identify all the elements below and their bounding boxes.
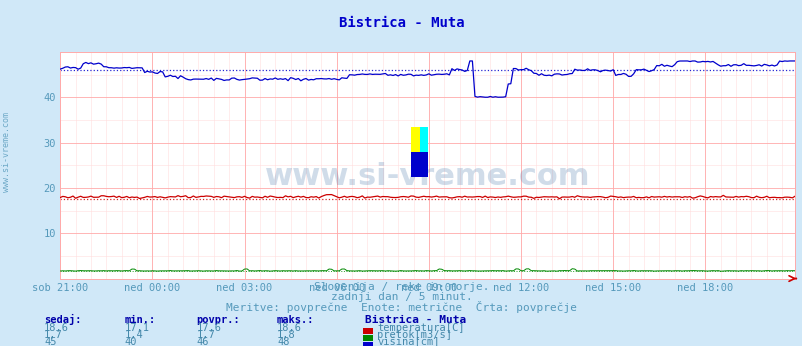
Text: 1,7: 1,7 bbox=[196, 330, 215, 340]
Text: 1,7: 1,7 bbox=[44, 330, 63, 340]
Text: Slovenija / reke in morje.: Slovenija / reke in morje. bbox=[314, 282, 488, 292]
Text: 45: 45 bbox=[44, 337, 57, 346]
Bar bbox=[419, 127, 427, 152]
Text: maks.:: maks.: bbox=[277, 315, 314, 325]
Text: 17,6: 17,6 bbox=[196, 323, 221, 333]
Text: www.si-vreme.com: www.si-vreme.com bbox=[2, 112, 11, 192]
Text: 1,4: 1,4 bbox=[124, 330, 143, 340]
Text: 40: 40 bbox=[124, 337, 137, 346]
Text: zadnji dan / 5 minut.: zadnji dan / 5 minut. bbox=[330, 292, 472, 302]
Text: Meritve: povprečne  Enote: metrične  Črta: povprečje: Meritve: povprečne Enote: metrične Črta:… bbox=[225, 301, 577, 313]
Text: Bistrica - Muta: Bistrica - Muta bbox=[338, 16, 464, 29]
Bar bbox=[411, 127, 419, 152]
Text: 46: 46 bbox=[196, 337, 209, 346]
Text: višina[cm]: višina[cm] bbox=[377, 337, 439, 346]
Text: temperatura[C]: temperatura[C] bbox=[377, 323, 464, 333]
Bar bbox=[411, 152, 427, 176]
Text: 48: 48 bbox=[277, 337, 290, 346]
Text: 1,8: 1,8 bbox=[277, 330, 295, 340]
Text: povpr.:: povpr.: bbox=[196, 315, 240, 325]
Text: www.si-vreme.com: www.si-vreme.com bbox=[265, 162, 589, 191]
Text: 17,1: 17,1 bbox=[124, 323, 149, 333]
Text: sedaj:: sedaj: bbox=[44, 314, 82, 325]
Text: Bistrica - Muta: Bistrica - Muta bbox=[365, 315, 466, 325]
Text: min.:: min.: bbox=[124, 315, 156, 325]
Text: 18,6: 18,6 bbox=[277, 323, 302, 333]
Text: pretok[m3/s]: pretok[m3/s] bbox=[377, 330, 452, 340]
Text: 18,6: 18,6 bbox=[44, 323, 69, 333]
